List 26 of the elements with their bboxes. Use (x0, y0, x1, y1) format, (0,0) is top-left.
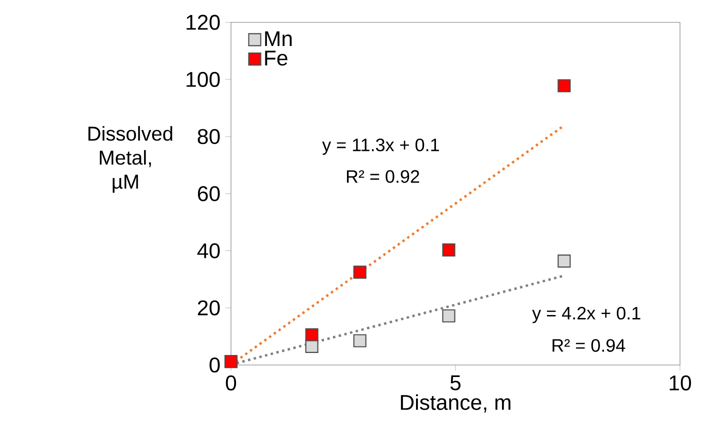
legend-label: Mn (265, 31, 292, 46)
annotation: y = 4.2x + 0.1 (532, 306, 640, 324)
x-tick-label: 5 (450, 375, 461, 390)
point (224, 355, 238, 368)
legend-label: Fe (265, 50, 288, 66)
y-tick-label: 80 (198, 129, 220, 144)
y-tick-label: 0 (210, 357, 220, 373)
y-tick-label: 100 (186, 72, 220, 87)
y-tick-label: 60 (198, 186, 220, 202)
point (353, 266, 366, 279)
annotation: R² = 0.92 (346, 170, 420, 183)
point (305, 328, 318, 342)
point (558, 79, 571, 92)
y-tick-label: 40 (197, 243, 220, 258)
x-axis-title: Distance, m (400, 394, 510, 413)
x-tick-label: 10 (670, 375, 692, 391)
point (442, 309, 456, 322)
y-tick-label: 20 (198, 300, 220, 316)
point (558, 254, 571, 268)
point (353, 334, 366, 348)
annotation: y = 11.3x + 0.1 (322, 138, 439, 155)
y-tick-label: 120 (186, 14, 220, 30)
annotation: R² = 0.94 (552, 339, 626, 352)
point (442, 243, 456, 256)
x-tick-label: 0 (226, 375, 236, 391)
y-axis-title: Dissolved Metal, µM (88, 126, 172, 193)
